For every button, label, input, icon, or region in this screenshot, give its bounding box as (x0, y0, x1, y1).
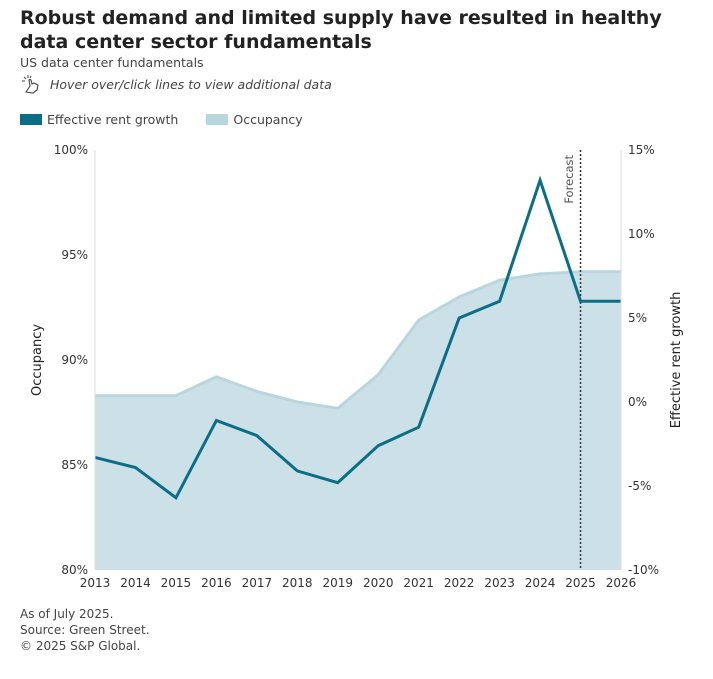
hand-pointer-click-icon (22, 75, 39, 94)
x-tick: 2014 (120, 576, 151, 590)
x-tick: 2013 (80, 576, 111, 590)
legend-label: Occupancy (233, 112, 303, 127)
chart-subtitle: US data center fundamentals (20, 55, 204, 70)
y-tick-right: 15% (628, 143, 655, 157)
x-tick: 2020 (363, 576, 394, 590)
x-tick: 2018 (282, 576, 313, 590)
y-tick-left: 95% (61, 248, 88, 262)
x-tick: 2024 (525, 576, 556, 590)
rent-growth-line[interactable] (94, 175, 621, 501)
x-tick: 2023 (484, 576, 515, 590)
y-tick-right: -5% (628, 479, 651, 493)
legend-item-rent-growth[interactable]: Effective rent growth (20, 112, 178, 127)
legend-item-occupancy[interactable]: Occupancy (206, 112, 303, 127)
x-tick: 2021 (403, 576, 434, 590)
footer-source: Source: Green Street. (20, 623, 150, 637)
legend-swatch-occupancy (206, 114, 229, 125)
y-tick-left: 85% (61, 458, 88, 472)
x-tick: 2015 (161, 576, 192, 590)
x-tick: 2026 (606, 576, 637, 590)
y-tick-left: 80% (61, 563, 88, 577)
footer: As of July 2025. Source: Green Street. ©… (20, 606, 150, 654)
legend: Effective rent growth Occupancy (20, 112, 303, 127)
y-tick-right: -10% (628, 563, 659, 577)
chart-title: Robust demand and limited supply have re… (20, 7, 662, 53)
forecast-label: Forecast (562, 155, 576, 204)
y-tick-left: 100% (54, 143, 88, 157)
hover-hint: Hover over/click lines to view additiona… (20, 74, 332, 94)
occupancy-area[interactable] (95, 271, 621, 570)
legend-swatch-rent-growth (20, 114, 42, 125)
y-axis-right-label: Effective rent growth (669, 292, 684, 429)
x-tick: 2025 (565, 576, 596, 590)
legend-label: Effective rent growth (47, 112, 179, 127)
x-tick: 2016 (201, 576, 232, 590)
footer-note: As of July 2025. (20, 607, 114, 621)
x-tick: 2017 (242, 576, 273, 590)
y-tick-right: 0% (628, 395, 647, 409)
footer-copyright: © 2025 S&P Global. (20, 639, 141, 653)
y-tick-right: 5% (628, 311, 647, 325)
y-axis-left-label: Occupancy (30, 324, 45, 396)
y-tick-right: 10% (628, 227, 655, 241)
x-tick: 2022 (444, 576, 475, 590)
hint-text: Hover over/click lines to view additiona… (50, 76, 332, 92)
x-tick: 2019 (322, 576, 353, 590)
occupancy-edge[interactable] (95, 270, 621, 410)
y-tick-left: 90% (61, 353, 88, 367)
